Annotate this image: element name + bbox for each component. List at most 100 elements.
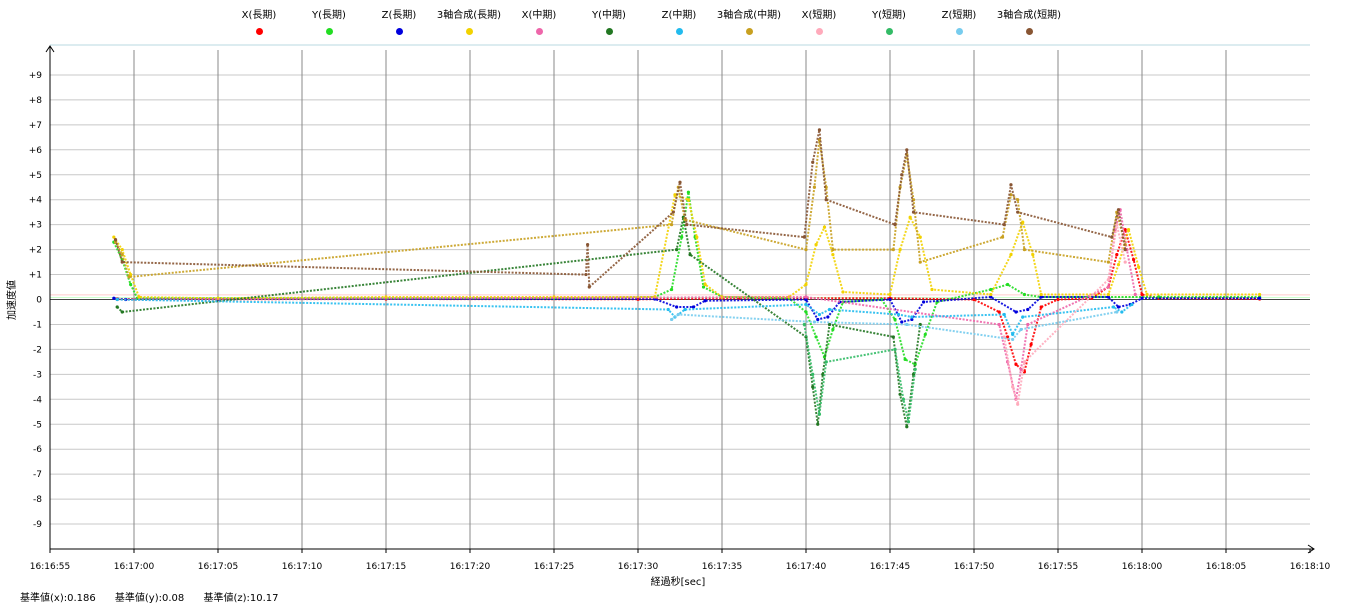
y-tick-label: +6	[29, 146, 43, 156]
legend-marker	[255, 28, 263, 35]
data-point	[1016, 210, 1020, 214]
data-point	[1021, 220, 1025, 224]
series-3	[112, 193, 1262, 300]
series-7	[113, 138, 1127, 279]
data-point	[673, 193, 677, 197]
data-point	[893, 347, 897, 351]
data-point	[671, 210, 675, 214]
data-point	[1106, 285, 1110, 289]
data-point	[826, 315, 830, 319]
data-point	[703, 299, 707, 303]
data-point	[911, 210, 916, 214]
x-tick-label: 16:17:45	[870, 562, 910, 572]
data-point	[1011, 385, 1015, 389]
legend-marker	[885, 28, 893, 35]
legend-marker	[1025, 28, 1033, 35]
data-point	[891, 335, 895, 339]
series-line	[117, 298, 1133, 337]
data-point	[686, 198, 691, 202]
legend-label: X(中期)	[521, 10, 557, 21]
data-point	[1014, 362, 1018, 366]
series-4	[115, 208, 1137, 401]
data-point	[989, 287, 993, 292]
series-11	[113, 128, 1127, 290]
data-point	[670, 287, 674, 292]
data-point	[811, 385, 815, 389]
data-point	[918, 260, 922, 264]
legend-item: Z(中期)	[624, 9, 734, 35]
data-point	[701, 285, 706, 289]
data-point	[811, 372, 815, 376]
y-tick-label: -5	[33, 420, 42, 430]
data-point	[814, 243, 818, 247]
data-point	[804, 295, 808, 299]
y-tick-label: +9	[29, 71, 43, 81]
data-point	[898, 392, 902, 396]
data-point	[891, 248, 895, 252]
data-point	[1140, 292, 1144, 297]
data-point	[1258, 296, 1262, 300]
data-point	[1145, 292, 1149, 297]
data-point	[1022, 360, 1026, 364]
data-point	[1016, 402, 1020, 406]
y-tick-label: +8	[29, 96, 43, 106]
chart-axes	[45, 44, 1315, 554]
legend-item: Z(短期)	[904, 9, 1014, 35]
data-point	[670, 223, 674, 227]
data-point	[1022, 292, 1026, 297]
data-point	[120, 252, 124, 257]
y-tick-label: -2	[33, 345, 42, 355]
data-point	[127, 275, 131, 279]
data-point	[824, 360, 828, 364]
y-tick-label: -9	[33, 520, 42, 530]
data-point	[1014, 310, 1018, 314]
data-point	[905, 148, 909, 152]
legend-item: 3軸合成(中期)	[694, 9, 804, 35]
data-point	[905, 322, 909, 327]
y-tick-label: -3	[33, 370, 42, 380]
series-line	[117, 209, 1137, 400]
legend-marker	[675, 28, 683, 35]
series-line	[117, 226, 1260, 374]
y-tick-label: -8	[33, 495, 42, 505]
y-axis-title: 加速度値	[5, 280, 18, 320]
series-line	[1003, 224, 1127, 405]
data-point	[824, 198, 828, 202]
data-point	[676, 312, 680, 317]
data-point	[1115, 252, 1119, 257]
x-tick-label: 16:17:15	[366, 562, 406, 572]
data-point	[1016, 198, 1020, 202]
legend-item: Z(長期)	[344, 9, 454, 35]
data-point	[1011, 332, 1015, 337]
data-point	[804, 297, 808, 302]
y-tick-label: +3	[29, 221, 42, 231]
y-tick-label: -4	[33, 395, 42, 405]
data-point	[817, 128, 822, 132]
legend-label: X(長期)	[241, 10, 277, 21]
legend-marker	[465, 28, 473, 35]
data-point	[675, 248, 679, 252]
y-tick-label: -6	[33, 445, 42, 455]
data-point	[670, 317, 674, 322]
data-point	[804, 282, 808, 287]
data-point	[923, 332, 927, 337]
x-tick-label: 16:17:20	[450, 562, 491, 572]
data-point	[112, 235, 116, 239]
data-point	[1133, 292, 1137, 297]
x-tick-label: 16:17:10	[282, 562, 323, 572]
data-point	[817, 312, 822, 317]
data-point	[901, 397, 906, 401]
data-point	[831, 327, 835, 332]
x-tick-label: 16:16:55	[30, 562, 70, 572]
series-line	[803, 324, 917, 423]
data-point	[841, 290, 845, 294]
data-point	[691, 305, 696, 309]
data-point	[703, 282, 707, 287]
data-point	[900, 173, 904, 177]
y-axis-arrow	[45, 45, 55, 53]
data-point	[680, 235, 684, 239]
legend-marker	[395, 28, 403, 35]
data-point	[1132, 257, 1136, 262]
data-point	[1116, 305, 1121, 309]
